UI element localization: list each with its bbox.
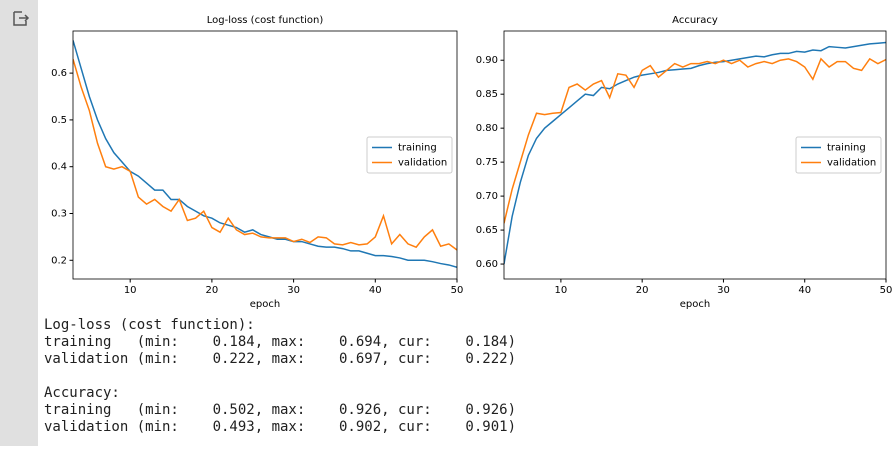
axes-frame [72, 30, 458, 280]
output-heading: Log-loss (cost function): [44, 317, 255, 333]
output-section: Log-loss (cost function): training (min: … [44, 317, 516, 368]
x-tick-label: 10 [555, 285, 568, 296]
x-tick-label: 30 [287, 285, 300, 296]
legend-box [366, 136, 453, 174]
x-tick-label: 40 [369, 285, 382, 296]
y-tick-label: 0.4 [51, 162, 67, 173]
chart: Log-loss (cost function) epoch 10 20 30 40 50 0… [51, 15, 463, 310]
legend-label: validation [827, 158, 876, 169]
x-tick-label: 30 [717, 285, 730, 296]
output-line: training (min: 0.502, max: 0.926, cur: 0… [44, 402, 517, 418]
line-series [504, 41, 886, 265]
chart-title: Accuracy [672, 15, 718, 26]
legend-label: training [398, 143, 437, 154]
charts: Log-loss (cost function) epoch 10 20 30 40 50 0… [51, 15, 893, 310]
x-axis-label: epoch [680, 299, 710, 310]
x-tick-label: 20 [636, 285, 649, 296]
y-tick-label: 0.5 [51, 115, 67, 126]
x-tick-label: 50 [880, 285, 893, 296]
y-tick-label: 0.3 [51, 208, 67, 219]
chart-title: Log-loss (cost function) [207, 15, 324, 26]
x-tick-label: 50 [451, 285, 464, 296]
output-heading: Accuracy: [44, 385, 120, 401]
text-output: Log-loss (cost function): training (min: … [44, 317, 516, 453]
output-line: training (min: 0.184, max: 0.694, cur: 0… [44, 334, 517, 350]
x-axis-label: epoch [250, 299, 280, 310]
x-tick-label: 10 [124, 285, 137, 296]
x-tick-label: 20 [206, 285, 219, 296]
chart: Accuracy epoch 10 20 30 40 50 0.60 0.65 0.70 0.75 0… [476, 15, 893, 310]
y-tick-label: 0.60 [476, 259, 498, 270]
x-tick-label: 40 [798, 285, 811, 296]
y-tick-label: 0.2 [51, 255, 67, 266]
legend-label: validation [398, 158, 447, 169]
legend-label: training [827, 143, 866, 154]
y-tick-label: 0.80 [476, 123, 498, 134]
output-section: Accuracy: training (min: 0.502, max: 0.92… [44, 385, 516, 436]
line-series [504, 57, 886, 224]
legend-box [795, 136, 882, 174]
y-tick-label: 0.85 [476, 89, 498, 100]
output-line: validation (min: 0.493, max: 0.902, cur:… [44, 419, 517, 435]
output-line: validation (min: 0.222, max: 0.697, cur:… [44, 351, 517, 367]
y-tick-label: 0.75 [476, 157, 498, 168]
cell-gutter [0, 0, 38, 446]
line-series [73, 40, 457, 269]
line-series [73, 58, 457, 251]
y-tick-label: 0.65 [476, 225, 498, 236]
y-tick-label: 0.90 [476, 55, 498, 66]
y-tick-label: 0.70 [476, 191, 498, 202]
output-icon[interactable] [0, 0, 38, 40]
axes-frame [503, 30, 887, 280]
y-tick-label: 0.6 [51, 68, 67, 79]
